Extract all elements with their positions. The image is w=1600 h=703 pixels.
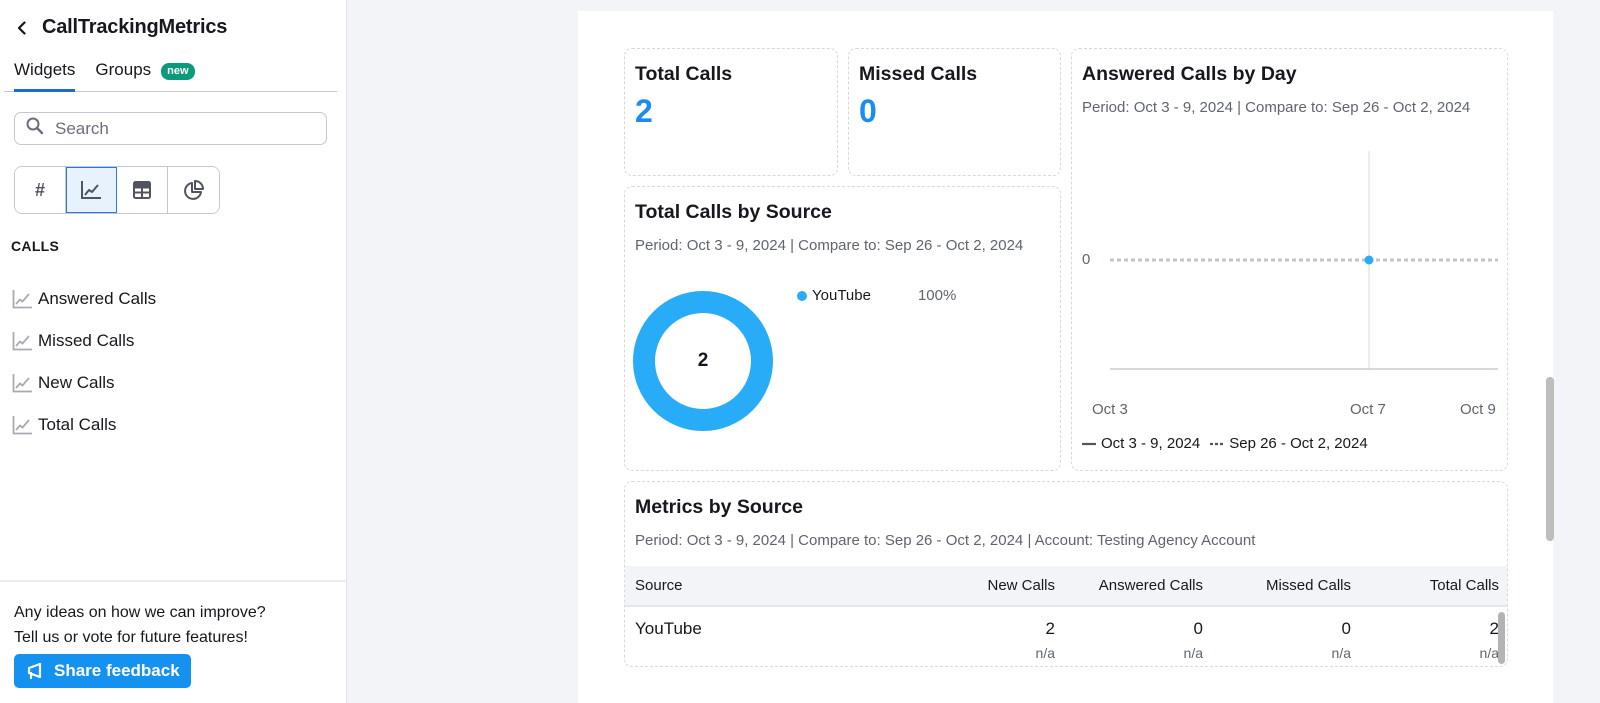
widget-title: Answered Calls by Day — [1082, 63, 1297, 85]
total-calls-by-source-widget[interactable]: Total Calls by Source Period: Oct 3 - 9,… — [624, 186, 1061, 471]
legend-label: Oct 3 - 9, 2024 — [1101, 435, 1201, 452]
answered-calls-compare: n/a — [1183, 645, 1203, 661]
tab-widgets[interactable]: Widgets — [4, 60, 76, 92]
x-tick-oct-9: Oct 9 — [1460, 401, 1496, 418]
widget-type-filter: # — [14, 166, 220, 214]
new-calls-compare: n/a — [1035, 645, 1055, 661]
legend-label: YouTube — [812, 287, 871, 304]
source-name: YouTube — [635, 619, 702, 638]
filter-table-button[interactable] — [117, 167, 168, 213]
chart-legend: Oct 3 - 9, 2024 Sep 26 - Oct 2, 2024 — [1082, 435, 1368, 452]
pie-chart-icon — [183, 180, 204, 200]
feedback-line-1: Any ideas on how we can improve? — [14, 604, 266, 621]
widget-list: Answered Calls Missed Calls New Calls To… — [12, 278, 156, 446]
feedback-section: Any ideas on how we can improve? Tell us… — [0, 580, 346, 688]
total-calls-compare: n/a — [1479, 645, 1499, 661]
column-header-total-calls[interactable]: Total Calls — [1359, 566, 1507, 607]
line-chart-icon — [81, 181, 101, 199]
total-calls-value: 2 — [1489, 619, 1499, 638]
legend-dot — [797, 290, 807, 301]
app-title: CallTrackingMetrics — [42, 16, 228, 38]
widget-title: Total Calls — [635, 63, 733, 85]
metrics-table: Source New Calls Answered Calls Missed C… — [625, 566, 1507, 666]
column-header-source[interactable]: Source — [625, 566, 913, 607]
legend-label: Sep 26 - Oct 2, 2024 — [1229, 435, 1368, 452]
legend-percent: 100% — [917, 287, 957, 304]
donut-center-value: 2 — [697, 350, 709, 371]
section-label-calls: CALLS — [11, 238, 60, 254]
widget-period: Period: Oct 3 - 9, 2024 | Compare to: Se… — [1082, 99, 1471, 116]
line-chart-icon — [12, 290, 32, 309]
sidebar-header: CallTrackingMetrics — [14, 16, 227, 39]
table-icon — [133, 181, 151, 199]
sidebar-tabs: Widgets Groups new — [4, 60, 337, 92]
kpi-value: 0 — [859, 93, 877, 129]
filter-pie-chart-button[interactable] — [168, 167, 219, 213]
widget-period: Period: Oct 3 - 9, 2024 | Compare to: Se… — [635, 532, 1256, 549]
metrics-by-source-widget[interactable]: Metrics by Source Period: Oct 3 - 9, 202… — [624, 481, 1508, 667]
legend-item-current[interactable]: Oct 3 - 9, 2024 — [1082, 435, 1200, 452]
widget-title: Metrics by Source — [635, 496, 803, 518]
dashboard-canvas: Total Calls 2 Missed Calls 0 Total Calls… — [578, 11, 1553, 703]
x-tick-oct-3: Oct 3 — [1092, 401, 1128, 418]
y-tick-0: 0 — [1082, 251, 1091, 268]
widget-label: New Calls — [38, 373, 115, 392]
kpi-value: 2 — [635, 93, 653, 129]
tab-label: Widgets — [14, 60, 76, 79]
x-tick-oct-7: Oct 7 — [1350, 401, 1386, 418]
table-row[interactable]: YouTube 2 n/a 0 n/a 0 n/a 2 — [625, 606, 1507, 666]
widget-label: Missed Calls — [38, 331, 135, 350]
share-feedback-label: Share feedback — [54, 661, 180, 680]
donut-chart: 2 — [633, 291, 773, 431]
legend-item-compare[interactable]: Sep 26 - Oct 2, 2024 — [1210, 435, 1368, 452]
missed-calls-widget[interactable]: Missed Calls 0 — [848, 48, 1061, 176]
widget-label: Answered Calls — [38, 289, 157, 308]
table-header-row: Source New Calls Answered Calls Missed C… — [625, 566, 1507, 607]
answered-calls-by-day-widget[interactable]: Answered Calls by Day Period: Oct 3 - 9,… — [1071, 48, 1508, 471]
tab-groups[interactable]: Groups new — [85, 60, 204, 91]
widget-item-missed-calls[interactable]: Missed Calls — [12, 320, 156, 362]
feedback-line-2: Tell us or vote for future features! — [14, 629, 248, 646]
hash-icon: # — [34, 179, 45, 200]
widget-item-answered-calls[interactable]: Answered Calls — [12, 278, 156, 320]
column-header-new-calls[interactable]: New Calls — [913, 566, 1063, 607]
column-header-answered-calls[interactable]: Answered Calls — [1063, 566, 1211, 607]
legend-item-youtube[interactable]: YouTube 100% — [797, 287, 956, 304]
widget-sidebar: CallTrackingMetrics Widgets Groups new #… — [0, 0, 347, 703]
line-chart — [1110, 151, 1498, 370]
new-badge: new — [161, 63, 195, 80]
search-icon — [25, 116, 45, 141]
chevron-left-icon[interactable] — [14, 18, 30, 38]
line-chart-icon — [12, 332, 32, 351]
missed-calls-value: 0 — [1341, 619, 1351, 638]
search-input[interactable] — [55, 118, 305, 139]
table-scrollbar[interactable] — [1498, 612, 1505, 664]
line-chart-icon — [12, 374, 32, 393]
column-header-missed-calls[interactable]: Missed Calls — [1211, 566, 1359, 607]
megaphone-icon — [27, 662, 42, 680]
search-box[interactable] — [14, 112, 327, 145]
answered-calls-value: 0 — [1193, 619, 1203, 638]
widget-item-new-calls[interactable]: New Calls — [12, 362, 156, 404]
widget-title: Total Calls by Source — [635, 201, 832, 223]
widget-period: Period: Oct 3 - 9, 2024 | Compare to: Se… — [635, 237, 1024, 254]
missed-calls-compare: n/a — [1331, 645, 1351, 661]
filter-number-button[interactable]: # — [15, 167, 66, 213]
total-calls-widget[interactable]: Total Calls 2 — [624, 48, 838, 176]
page-scrollbar[interactable] — [1546, 377, 1554, 541]
widget-label: Total Calls — [38, 415, 117, 434]
share-feedback-button[interactable]: Share feedback — [14, 654, 191, 688]
filter-line-chart-button[interactable] — [66, 167, 117, 213]
widget-title: Missed Calls — [859, 63, 978, 85]
line-chart-icon — [12, 416, 32, 435]
widget-item-total-calls[interactable]: Total Calls — [12, 404, 156, 446]
new-calls-value: 2 — [1045, 619, 1055, 638]
tab-label: Groups — [95, 60, 152, 79]
